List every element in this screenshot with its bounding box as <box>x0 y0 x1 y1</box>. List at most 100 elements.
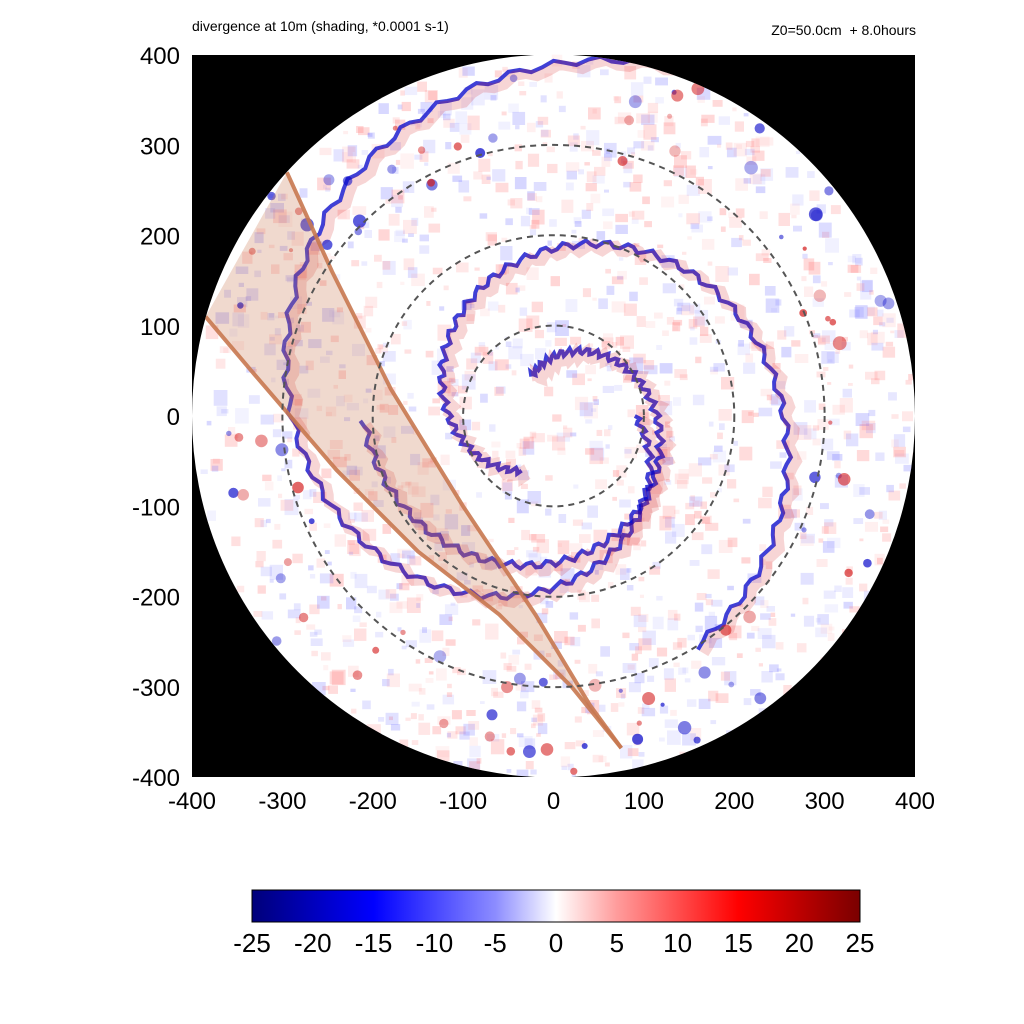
shading-cell <box>849 606 860 613</box>
shading-cell <box>803 615 815 627</box>
shading-cell <box>844 292 852 297</box>
shading-cell <box>778 212 790 226</box>
edge-feature <box>353 214 367 228</box>
shading-cell <box>677 302 691 312</box>
shading-cell <box>741 410 754 424</box>
shading-cell <box>281 193 288 200</box>
shading-cell <box>762 486 773 497</box>
shading-cell <box>709 366 719 372</box>
shading-cell <box>641 707 656 717</box>
shading-cell <box>821 526 829 534</box>
shading-cell <box>593 529 608 543</box>
shading-cell <box>362 528 377 541</box>
shading-cell <box>489 424 496 432</box>
shading-cell <box>271 377 276 383</box>
shading-cell <box>588 663 598 674</box>
shading-cell <box>818 538 824 543</box>
shading-cell <box>592 297 597 301</box>
shading-cell <box>386 673 400 688</box>
shading-cell <box>875 452 885 461</box>
shading-cell <box>508 103 519 113</box>
shading-cell <box>560 756 571 768</box>
shading-cell <box>391 194 403 208</box>
shading-cell <box>354 573 368 589</box>
shading-cell <box>495 604 503 610</box>
shading-cell <box>505 341 512 347</box>
shading-cell <box>395 206 402 213</box>
shading-cell <box>885 341 894 347</box>
edge-feature <box>228 487 239 498</box>
shading-cell <box>469 745 481 758</box>
shading-cell <box>792 488 803 501</box>
shading-cell <box>410 713 417 720</box>
shading-cell <box>388 405 399 415</box>
shading-cell <box>826 451 840 460</box>
shading-cell <box>531 700 541 709</box>
shading-cell <box>327 561 332 566</box>
shading-cell <box>309 489 317 497</box>
shading-cell <box>707 216 713 221</box>
shading-cell <box>389 602 403 614</box>
shading-cell <box>710 492 717 498</box>
shading-cell <box>528 553 542 562</box>
shading-cell <box>431 630 444 642</box>
shading-cell <box>242 251 253 264</box>
shading-cell <box>664 719 678 728</box>
shading-cell <box>554 564 563 572</box>
shading-cell <box>739 446 753 461</box>
shading-cell <box>888 490 901 501</box>
shading-cell <box>285 275 296 282</box>
shading-cell <box>596 231 606 240</box>
shading-cell <box>755 647 761 652</box>
shading-cell <box>403 219 417 234</box>
shading-cell <box>715 693 729 703</box>
shading-cell <box>385 199 392 204</box>
shading-cell <box>743 362 756 374</box>
shading-cell <box>517 636 525 645</box>
shading-cell <box>725 142 733 150</box>
shading-cell <box>531 534 546 543</box>
shading-cell <box>427 118 434 124</box>
shading-cell <box>496 386 506 394</box>
shading-cell <box>612 496 617 501</box>
shading-cell <box>879 322 886 327</box>
shading-cell <box>627 748 639 757</box>
shading-cell <box>618 257 624 261</box>
shading-cell <box>399 739 409 749</box>
shading-cell <box>391 437 397 443</box>
shading-cell <box>627 486 635 494</box>
shading-cell <box>437 716 451 725</box>
shading-cell <box>614 96 622 104</box>
shading-cell <box>859 538 864 542</box>
shading-cell <box>423 139 436 154</box>
shading-cell <box>520 631 528 638</box>
shading-cell <box>451 379 459 387</box>
shading-cell <box>749 273 760 286</box>
shading-cell <box>270 203 284 213</box>
shading-cell <box>445 432 453 440</box>
shading-cell <box>336 307 343 313</box>
shading-cell <box>891 439 899 448</box>
shading-cell <box>347 145 358 157</box>
shading-cell <box>751 625 760 632</box>
shading-cell <box>617 112 632 124</box>
shading-cell <box>334 274 341 280</box>
shading-cell <box>626 537 640 546</box>
shading-cell <box>382 524 392 534</box>
shading-cell <box>383 426 396 438</box>
y-tick-label: -400 <box>132 765 180 792</box>
shading-cell <box>397 627 402 632</box>
shading-cell <box>408 406 417 412</box>
shading-cell <box>604 429 611 437</box>
shading-cell <box>601 337 614 348</box>
shading-cell <box>494 386 504 396</box>
shading-cell <box>737 343 750 356</box>
shading-cell <box>812 335 818 339</box>
shading-cell <box>364 230 372 238</box>
shading-cell <box>748 411 753 416</box>
shading-cell <box>604 153 613 162</box>
shading-cell <box>700 326 709 336</box>
shading-cell <box>877 557 883 565</box>
shading-cell <box>736 653 743 658</box>
edge-feature <box>810 209 823 222</box>
